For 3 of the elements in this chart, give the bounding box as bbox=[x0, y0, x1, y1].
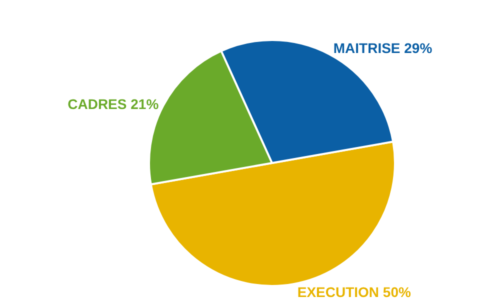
slice-label: MAITRISE 29% bbox=[333, 40, 433, 56]
slice-label: CADRES 21% bbox=[68, 96, 160, 112]
slice-label: EXECUTION 50% bbox=[297, 284, 412, 300]
